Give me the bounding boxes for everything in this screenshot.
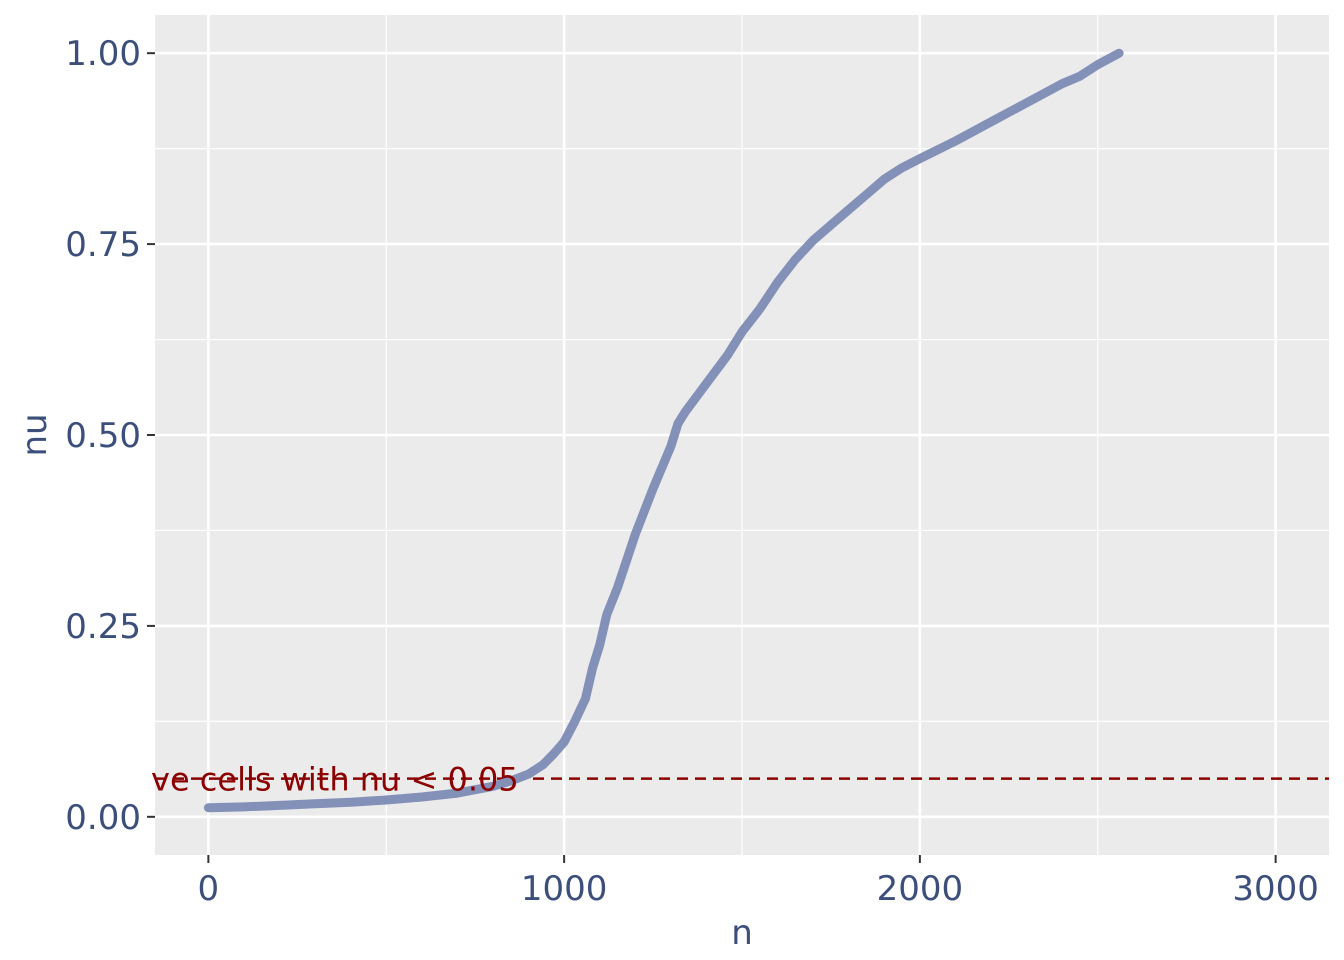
- y-tick-label: 1.00: [65, 34, 141, 74]
- y-tick-label: 0.50: [65, 416, 141, 456]
- threshold-label: ve cells with nu < 0.05: [151, 761, 519, 799]
- series-line: [203, 48, 1124, 813]
- y-tick-label: 0.00: [65, 798, 141, 838]
- y-tick-label: 0.25: [65, 607, 141, 647]
- series-layer: [203, 48, 1124, 813]
- y-tick-label: 0.75: [65, 225, 141, 265]
- x-tick-label: 1000: [521, 869, 608, 909]
- x-tick-label: 0: [198, 869, 220, 909]
- y-axis: 0.00 0.25 0.50 0.75 1.00: [65, 34, 155, 838]
- x-axis-title: n: [731, 913, 753, 953]
- major-gridlines: [155, 15, 1329, 855]
- annotation-layer: ve cells with nu < 0.05: [151, 761, 519, 799]
- x-tick-label: 3000: [1232, 869, 1319, 909]
- x-tick-label: 2000: [877, 869, 964, 909]
- x-axis: 0 1000 2000 3000: [198, 855, 1319, 909]
- y-axis-title: nu: [15, 413, 55, 456]
